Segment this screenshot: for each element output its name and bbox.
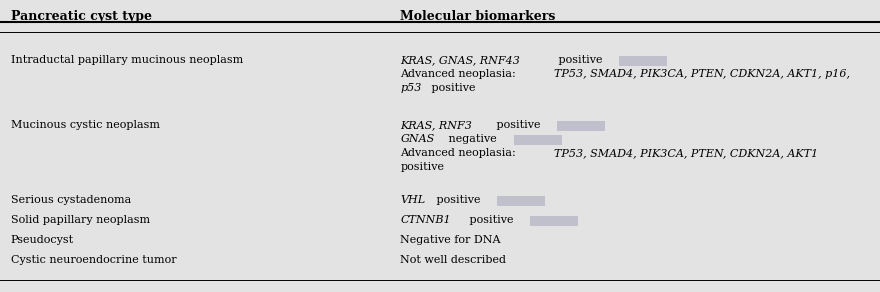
Text: positive: positive <box>466 215 513 225</box>
Text: negative: negative <box>444 134 496 144</box>
Text: KRAS, GNAS, RNF43: KRAS, GNAS, RNF43 <box>400 55 520 65</box>
Text: Pseudocyst: Pseudocyst <box>11 235 74 245</box>
Text: Intraductal papillary mucinous neoplasm: Intraductal papillary mucinous neoplasm <box>11 55 243 65</box>
Text: positive: positive <box>555 55 603 65</box>
Text: Mucinous cystic neoplasm: Mucinous cystic neoplasm <box>11 120 159 130</box>
Bar <box>515 135 562 145</box>
Bar <box>497 196 545 206</box>
Bar <box>620 56 667 66</box>
Text: positive: positive <box>428 83 475 93</box>
Text: Advanced neoplasia:: Advanced neoplasia: <box>400 148 520 158</box>
Text: Negative for DNA: Negative for DNA <box>400 235 501 245</box>
Text: positive: positive <box>433 195 480 205</box>
Text: Cystic neuroendocrine tumor: Cystic neuroendocrine tumor <box>11 255 176 265</box>
Text: Solid papillary neoplasm: Solid papillary neoplasm <box>11 215 150 225</box>
Text: GNAS: GNAS <box>400 134 435 144</box>
Text: VHL: VHL <box>400 195 426 205</box>
Text: positive: positive <box>400 162 444 172</box>
Text: positive: positive <box>493 120 540 130</box>
Text: Molecular biomarkers: Molecular biomarkers <box>400 10 556 23</box>
Text: Not well described: Not well described <box>400 255 506 265</box>
Text: Serious cystadenoma: Serious cystadenoma <box>11 195 131 205</box>
Text: Advanced neoplasia:: Advanced neoplasia: <box>400 69 520 79</box>
Bar <box>557 121 605 131</box>
Text: KRAS, RNF3: KRAS, RNF3 <box>400 120 473 130</box>
Text: Pancreatic cyst type: Pancreatic cyst type <box>11 10 151 23</box>
Bar <box>530 216 578 226</box>
Text: CTNNB1: CTNNB1 <box>400 215 451 225</box>
Text: TP53, SMAD4, PIK3CA, PTEN, CDKN2A, AKT1: TP53, SMAD4, PIK3CA, PTEN, CDKN2A, AKT1 <box>554 148 818 158</box>
Text: TP53, SMAD4, PIK3CA, PTEN, CDKN2A, AKT1, p16,: TP53, SMAD4, PIK3CA, PTEN, CDKN2A, AKT1,… <box>554 69 850 79</box>
Text: p53: p53 <box>400 83 422 93</box>
